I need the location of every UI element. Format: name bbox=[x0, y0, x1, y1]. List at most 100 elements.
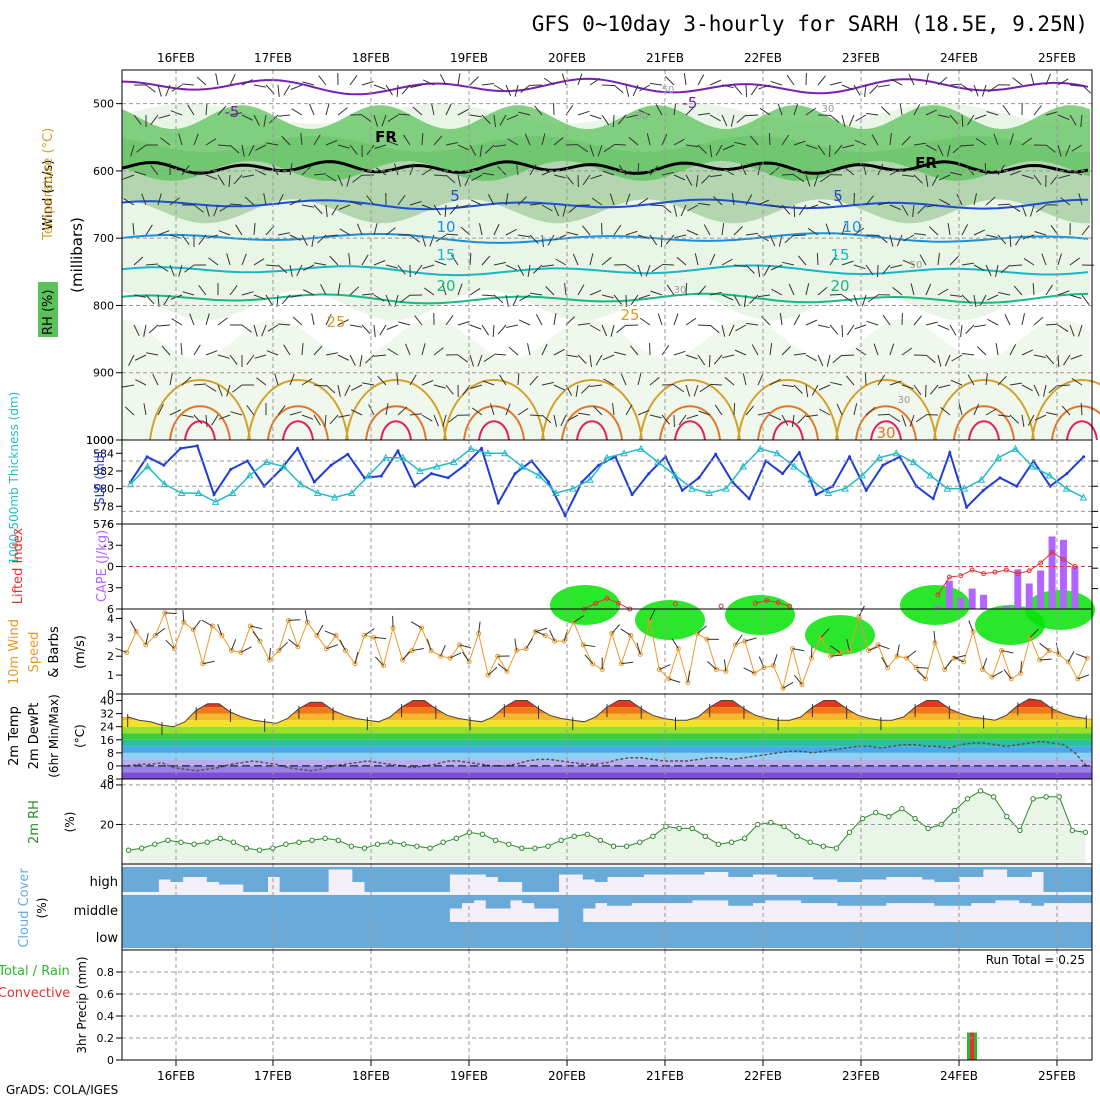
wind-barb bbox=[445, 314, 454, 326]
wind-barb bbox=[819, 408, 831, 416]
wind10m-barb-37 bbox=[478, 621, 481, 634]
wind-barb bbox=[982, 84, 987, 97]
wind-barb bbox=[784, 234, 795, 244]
wind-barb bbox=[779, 313, 783, 326]
wind-barb bbox=[649, 377, 660, 386]
wind10m-barb-97 bbox=[1039, 642, 1050, 651]
wind-barb bbox=[553, 313, 557, 326]
thickness-point-13 bbox=[347, 489, 356, 497]
isotherm-30-loop-2 bbox=[365, 405, 427, 441]
wind-barb bbox=[655, 104, 663, 116]
slp-point-44 bbox=[864, 488, 868, 492]
wind-barb bbox=[721, 294, 734, 301]
wind-barb bbox=[373, 223, 378, 236]
wind-barb bbox=[591, 197, 603, 206]
rh2m-point-60 bbox=[912, 815, 918, 822]
wind-barb bbox=[793, 384, 803, 394]
cloud-high-cell-37 bbox=[570, 867, 584, 875]
precip-tick-0-label: 0 bbox=[107, 1054, 114, 1067]
cloud-low-cell-9 bbox=[231, 922, 244, 948]
wind-barb bbox=[698, 202, 711, 206]
wind-barb bbox=[226, 384, 231, 397]
wind-barb bbox=[967, 114, 975, 126]
wind-barb bbox=[1009, 382, 1022, 386]
slp-point-19 bbox=[446, 476, 450, 480]
cloud-low-cell-28 bbox=[461, 922, 475, 948]
isotherm-label-12: 30 bbox=[876, 424, 895, 442]
wind-barb bbox=[869, 84, 879, 94]
wind-barb bbox=[431, 103, 435, 116]
wind-barb bbox=[788, 283, 795, 296]
wind-barb bbox=[471, 174, 483, 182]
wind-barb bbox=[542, 264, 555, 267]
thickness-point-42 bbox=[841, 484, 850, 492]
thickness-point-5 bbox=[211, 497, 220, 505]
wind10m-point-56 bbox=[656, 666, 662, 672]
wind10m-barb-63 bbox=[723, 659, 727, 672]
cloud-middle-cell-25 bbox=[425, 895, 438, 922]
wind-barb bbox=[385, 264, 398, 269]
thickness-point-36 bbox=[739, 462, 747, 470]
wind-barb bbox=[469, 114, 482, 118]
wind10m-barb-17 bbox=[288, 619, 301, 621]
thickness-point-12 bbox=[330, 493, 339, 501]
wind-barb bbox=[632, 84, 639, 97]
wind10m-point-88 bbox=[961, 659, 967, 665]
cloud-low-cell-7 bbox=[206, 922, 220, 948]
wind-barb bbox=[781, 384, 794, 388]
wind-barb bbox=[230, 203, 243, 206]
wind-barb bbox=[1023, 258, 1035, 266]
wind-barb bbox=[244, 196, 255, 206]
wind-barb bbox=[578, 412, 591, 416]
wind-barb bbox=[973, 229, 986, 236]
wind-barb bbox=[901, 414, 907, 427]
wind-barb bbox=[751, 344, 759, 356]
wind-barb bbox=[757, 234, 769, 242]
isotherm-25-loop-7 bbox=[835, 379, 937, 441]
wind10m-barb-75 bbox=[829, 645, 841, 653]
wind10m-point-84 bbox=[923, 676, 929, 682]
wind-barb bbox=[313, 414, 321, 426]
wind-barb bbox=[818, 200, 831, 206]
wind-barb bbox=[740, 163, 747, 176]
isotherm-35-loop-4 bbox=[576, 420, 608, 441]
wind-barb bbox=[1057, 114, 1070, 120]
wind-barb bbox=[937, 114, 950, 118]
wind-barb bbox=[122, 384, 135, 388]
li-point-17 bbox=[1003, 567, 1009, 573]
wind-barb bbox=[745, 84, 748, 98]
wind10m-point-73 bbox=[818, 634, 824, 640]
cloud-level-label-low: low bbox=[96, 931, 119, 946]
precip-tick-0.4-label: 0.4 bbox=[97, 1010, 115, 1023]
rh2m-point-33 bbox=[558, 837, 564, 843]
isotherm-label-0: -5 bbox=[225, 103, 240, 121]
cloud-high-cell-14 bbox=[291, 867, 305, 892]
cloud-middle-cell-57 bbox=[813, 895, 826, 904]
cloud-high-cell-71 bbox=[982, 867, 996, 870]
wind-barb bbox=[1081, 225, 1090, 236]
wind10m-point-58 bbox=[675, 646, 681, 652]
wind-barb bbox=[267, 324, 279, 332]
wind-barb bbox=[205, 174, 218, 180]
slp-point-55 bbox=[1048, 484, 1052, 488]
wind-barb bbox=[891, 78, 903, 86]
wind-barb bbox=[351, 384, 363, 391]
thickness-point-4 bbox=[194, 489, 203, 497]
thickness-point-9 bbox=[279, 462, 288, 470]
slp-point-26 bbox=[563, 514, 567, 518]
wind-barb bbox=[693, 384, 699, 397]
wind-barb bbox=[889, 168, 901, 176]
wind10m-barb-58 bbox=[671, 638, 679, 649]
wind10m-point-97 bbox=[1046, 648, 1052, 654]
rh2m-point-16 bbox=[335, 837, 341, 843]
rh-shade-bright-0 bbox=[550, 585, 620, 625]
wind-barb bbox=[683, 73, 687, 86]
wind10m-barb-49 bbox=[584, 654, 594, 665]
wind-barb bbox=[359, 354, 363, 367]
wind-barb bbox=[590, 384, 603, 387]
wind10m-point-40 bbox=[504, 668, 510, 674]
wind-barb bbox=[715, 144, 723, 156]
wind-barb bbox=[517, 408, 529, 416]
wind-barb bbox=[993, 133, 999, 146]
wind-barb bbox=[601, 257, 612, 266]
